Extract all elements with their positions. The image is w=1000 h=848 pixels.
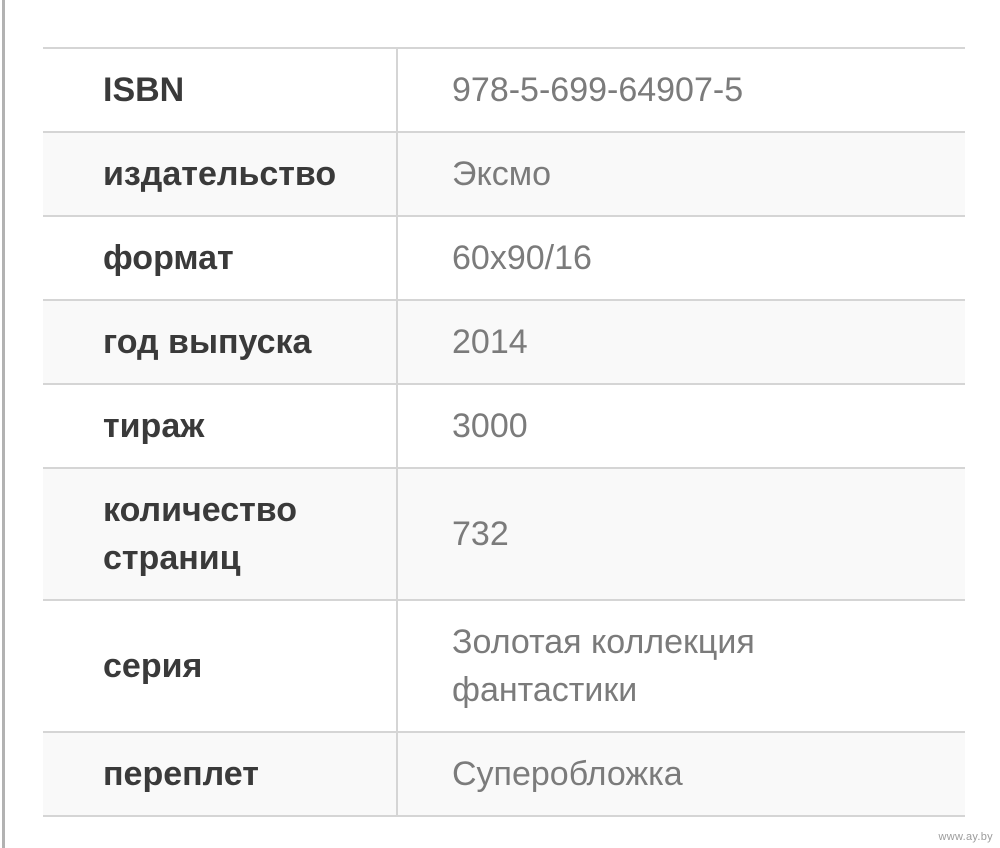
table-row: издательство Эксмо xyxy=(43,131,965,217)
book-details-rows: ISBN 978-5-699-64907-5 издательство Эксмо фо… xyxy=(43,47,965,817)
row-label: издательство xyxy=(43,131,398,217)
row-value: 2014 xyxy=(397,299,965,385)
table-row: ISBN 978-5-699-64907-5 xyxy=(43,47,965,133)
table-row: переплет Суперобложка xyxy=(43,731,965,817)
row-label: год выпуска xyxy=(43,299,398,385)
row-label: ISBN xyxy=(43,47,398,133)
book-details-table: ISBN 978-5-699-64907-5 издательство Эксмо фо… xyxy=(43,47,965,817)
row-value: Золотая коллекция фантастики xyxy=(397,599,965,733)
row-label: тираж xyxy=(43,383,398,469)
site-watermark: www.ay.by xyxy=(938,831,993,843)
table-row: год выпуска 2014 xyxy=(43,299,965,385)
row-label: серия xyxy=(43,599,398,733)
table-row: серия Золотая коллекция фантастики xyxy=(43,599,965,733)
row-value: 978-5-699-64907-5 xyxy=(397,47,965,133)
page-edge-divider xyxy=(2,0,5,848)
row-value: Суперобложка xyxy=(397,731,965,817)
row-value: Эксмо xyxy=(397,131,965,217)
table-row: количество страниц 732 xyxy=(43,467,965,601)
row-label: количество страниц xyxy=(43,467,398,601)
row-value: 732 xyxy=(397,467,965,601)
row-value: 60x90/16 xyxy=(397,215,965,301)
table-row: тираж 3000 xyxy=(43,383,965,469)
row-value: 3000 xyxy=(397,383,965,469)
row-label: формат xyxy=(43,215,398,301)
row-label: переплет xyxy=(43,731,398,817)
table-row: формат 60x90/16 xyxy=(43,215,965,301)
